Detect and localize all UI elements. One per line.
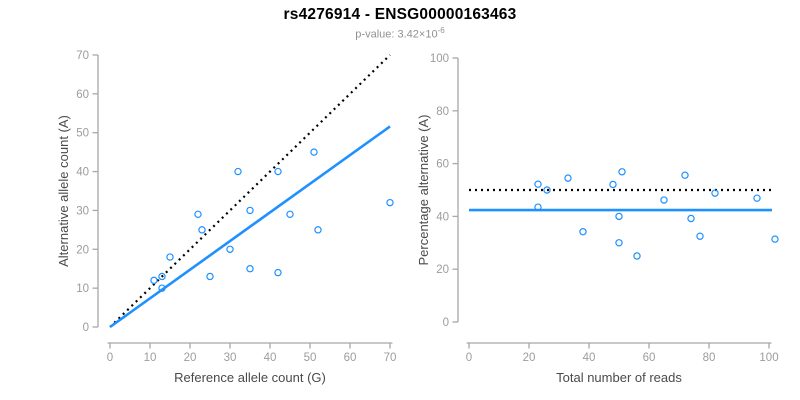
data-point [696,232,704,240]
x-tick-label: 50 [304,352,317,364]
y-tick-label: 50 [76,128,89,140]
y-tick-label: 80 [436,106,449,118]
data-point [534,180,542,188]
y-tick-label: 20 [436,264,449,276]
p-value-exponent: -6 [437,26,445,35]
data-point [534,203,542,211]
y-axis-title: Percentage alternative (A) [416,114,431,265]
data-point [543,186,551,194]
y-axis-title: Alternative allele count (A) [56,115,71,267]
data-point [386,198,394,207]
figure-title: rs4276914 - ENSG00000163463 [283,6,517,23]
figure-subtitle: p-value: 3.42×10-6 [0,26,800,41]
data-point [310,148,318,156]
data-point [681,171,689,179]
data-point [158,284,166,292]
data-point [711,189,719,197]
x-tick-label: 0 [466,352,472,364]
x-tick-label: 60 [344,352,357,364]
data-point [687,214,695,223]
x-tick-label: 0 [107,352,113,364]
allele-counts-scatter: 0 10 20 30 40 50 60 70 0 10 20 30 40 50 60 70 Reference … [56,50,396,385]
y-tick-label: 40 [436,211,449,223]
y-tick-label: 100 [430,53,449,65]
p-value-text: p-value: 3.42×10 [355,28,438,41]
x-tick-label: 60 [643,352,656,364]
data-point [194,210,202,219]
data-point [246,265,254,273]
y-tick-label: 20 [76,244,89,256]
y-tick-label: 30 [76,205,89,217]
data-point [234,167,242,176]
data-point [166,253,174,261]
data-point [753,194,761,202]
data-point [274,268,282,277]
data-point [274,167,282,176]
x-tick-label: 40 [264,352,277,364]
data-point [150,276,158,285]
data-point [660,196,668,204]
data-point [615,239,623,247]
x-tick-label: 10 [144,352,157,364]
x-tick-label: 70 [384,352,397,364]
percentage-vs-reads-scatter: 0 20 40 60 80 100 0 20 40 60 80 100 Total number of … [416,53,779,385]
y-tick-label: 0 [83,322,89,334]
y-tick-label: 0 [443,317,449,329]
x-tick-label: 20 [523,352,536,364]
data-point [771,235,779,243]
data-point [609,180,617,189]
data-point [246,206,254,215]
x-axis-title: Reference allele count (G) [174,370,326,385]
x-tick-label: 30 [224,352,237,364]
x-tick-label: 80 [703,352,716,364]
data-point [286,210,294,219]
data-point [633,252,641,260]
data-point [206,272,214,281]
data-point [615,212,623,221]
x-tick-label: 100 [759,352,778,364]
x-tick-label: 40 [583,352,596,364]
data-point [226,245,234,253]
identity-line-dotted [109,54,391,328]
y-tick-label: 10 [76,283,89,295]
data-point [158,272,166,281]
x-tick-label: 20 [184,352,197,364]
data-point [564,174,572,182]
data-point [618,168,626,176]
y-tick-label: 60 [436,159,449,171]
x-axis-title: Total number of reads [556,370,682,385]
y-tick-label: 40 [76,167,89,179]
fit-line-solid [109,125,391,329]
data-point [579,228,587,236]
data-point [198,226,206,234]
y-tick-label: 60 [76,89,89,101]
data-point [314,226,322,234]
y-tick-label: 70 [76,50,89,62]
